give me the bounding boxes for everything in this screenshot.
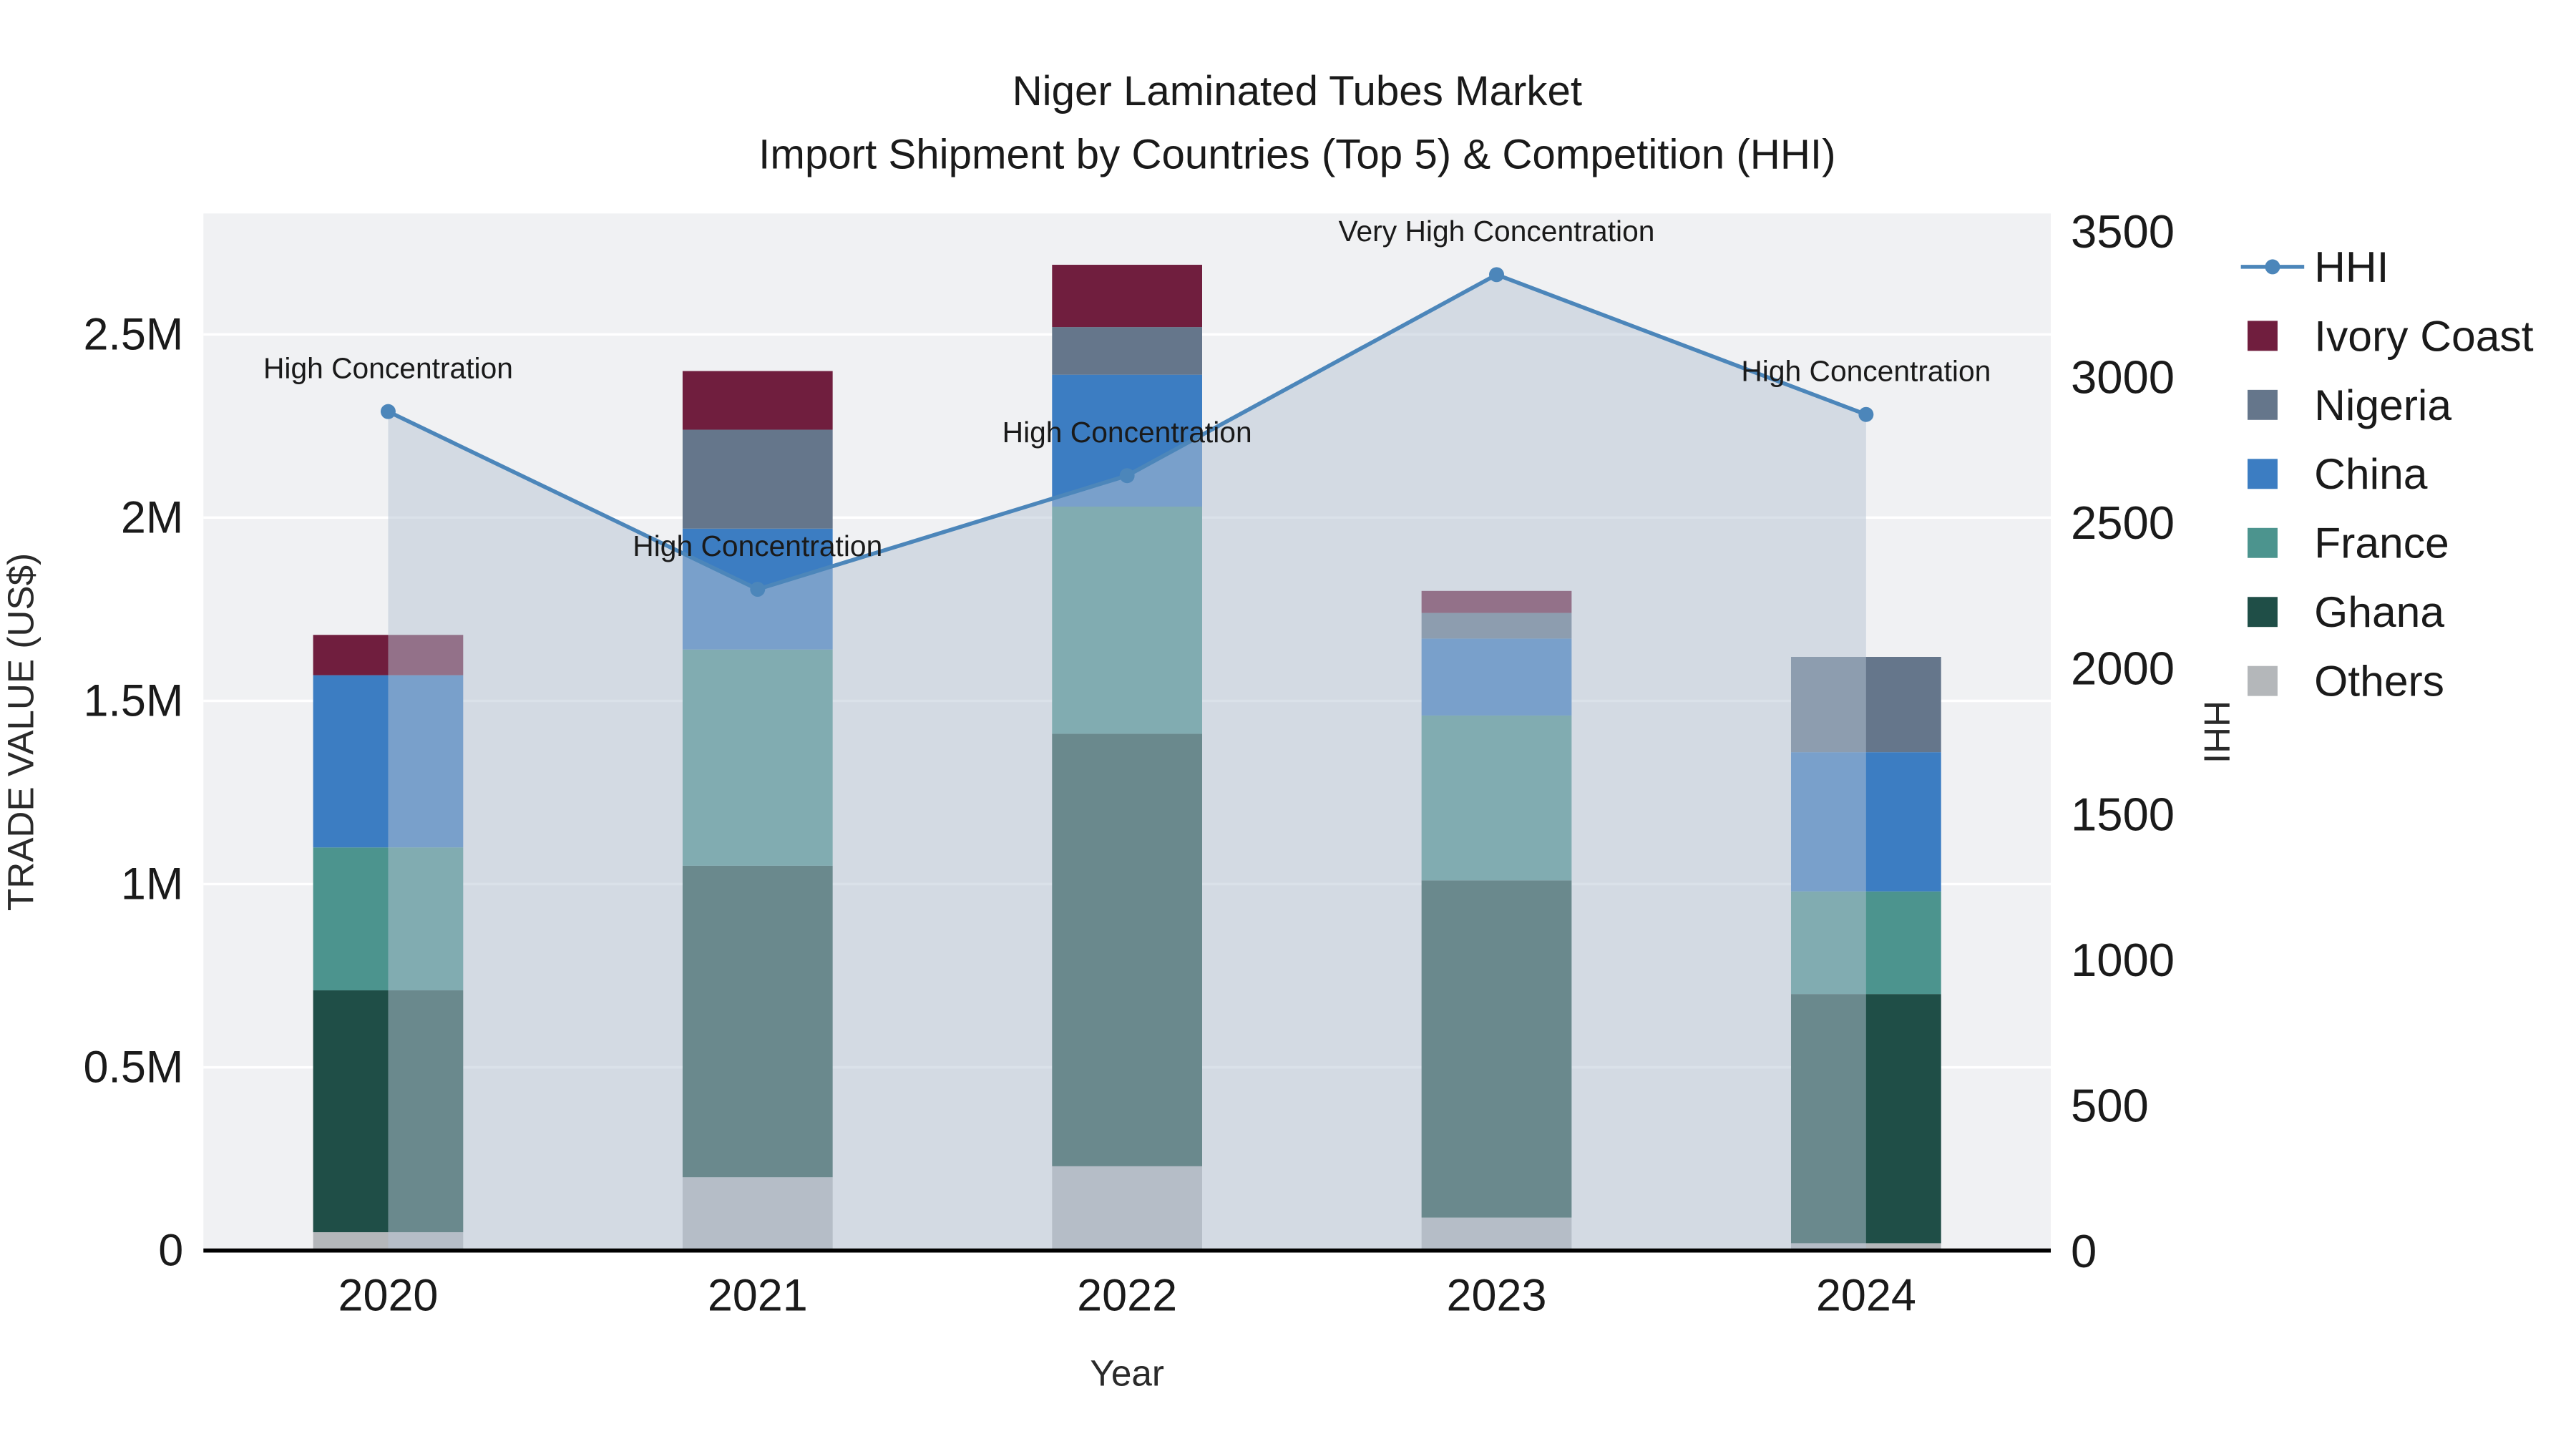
y-left-tick-label: 0.5M [83,1043,183,1093]
legend-swatch [2247,389,2278,420]
bar-nigeria-2021[interactable] [682,429,833,529]
legend-label: China [2314,449,2428,498]
annotation-2022: High Concentration [1002,416,1252,449]
legend-item-ivory-coast[interactable]: Ivory Coast [2247,311,2534,360]
hhi-marker-2022[interactable] [1119,468,1135,484]
y-right-tick-label: 2500 [2071,497,2175,549]
legend-item-china[interactable]: China [2247,449,2428,498]
legend-line-marker [2265,259,2280,275]
legend-label: Ghana [2314,587,2444,636]
chart-title-line1: Niger Laminated Tubes Market [1013,68,1582,114]
legend-label: Others [2314,657,2444,706]
bar-nigeria-2022[interactable] [1052,327,1202,375]
y-right-tick-label: 1500 [2071,788,2175,840]
legend-item-others[interactable]: Others [2247,657,2444,706]
hhi-marker-2020[interactable] [380,404,396,419]
legend-item-nigeria[interactable]: Nigeria [2247,381,2451,429]
legend-label: Ivory Coast [2314,311,2534,360]
hhi-area-layer [388,274,1866,1251]
y-left-tick-label: 1M [121,859,183,909]
legend-label: France [2314,519,2449,567]
legend: HHI Ivory Coast Nigeria China France Ghana Oth… [2240,243,2534,706]
annotation-2024: High Concentration [1741,355,1991,388]
annotations-layer: High Concentration High Concentration High… [263,215,1991,562]
y-left-tick-label: 1.5M [83,675,183,726]
x-tick-label: 2023 [1447,1271,1547,1321]
hhi-marker-2024[interactable] [1858,406,1874,422]
legend-swatch [2247,459,2278,489]
bar-ivory-coast-2021[interactable] [682,371,833,430]
hhi-line-layer [380,267,1874,597]
y-left-tick-label: 2M [121,492,183,542]
annotation-2020: High Concentration [263,352,513,385]
x-tick-label: 2024 [1816,1271,1916,1321]
x-tick-label: 2022 [1077,1271,1177,1321]
x-axis-title: Year [1090,1352,1164,1393]
annotation-2021: High Concentration [633,530,882,562]
y-left-tick-label: 2.5M [83,309,183,359]
legend-item-ghana[interactable]: Ghana [2247,587,2444,636]
y-right-tick-label: 3500 [2071,205,2175,258]
hhi-marker-2023[interactable] [1489,267,1504,283]
legend-swatch [2247,597,2278,628]
y-right-tick-label: 2000 [2071,643,2175,695]
legend-label: Nigeria [2314,381,2451,429]
x-tick-label: 2020 [338,1271,438,1321]
chart-titles: Niger Laminated Tubes Market Import Ship… [1,68,2238,1394]
x-tick-label: 2021 [708,1271,808,1321]
y-right-tick-label: 500 [2071,1079,2149,1131]
axes-layer: 0 0.5M 1M 1.5M 2M 2.5M 0 500 1000 1500 2000 2500 300… [83,205,2175,1320]
y-right-tick-label: 0 [2071,1225,2097,1277]
bar-others-2024[interactable] [1790,1243,1941,1251]
hhi-marker-2021[interactable] [750,582,766,597]
y-right-tick-label: 3000 [2071,351,2175,404]
annotation-2023: Very High Concentration [1339,215,1655,248]
hhi-area-fill [388,274,1866,1251]
bar-ivory-coast-2022[interactable] [1052,265,1202,328]
legend-label: HHI [2314,243,2389,291]
legend-swatch [2247,665,2278,696]
y-right-axis-title: HHI [2196,701,2237,763]
y-right-tick-label: 1000 [2071,934,2175,986]
chart-title-line2: Import Shipment by Countries (Top 5) & C… [758,131,1835,177]
legend-swatch [2247,321,2278,351]
y-left-tick-label: 0 [158,1226,183,1276]
legend-item-hhi[interactable]: HHI [2240,243,2389,291]
legend-item-france[interactable]: France [2247,519,2449,567]
y-left-axis-title: TRADE VALUE (US$) [1,553,42,911]
legend-swatch [2247,527,2278,558]
